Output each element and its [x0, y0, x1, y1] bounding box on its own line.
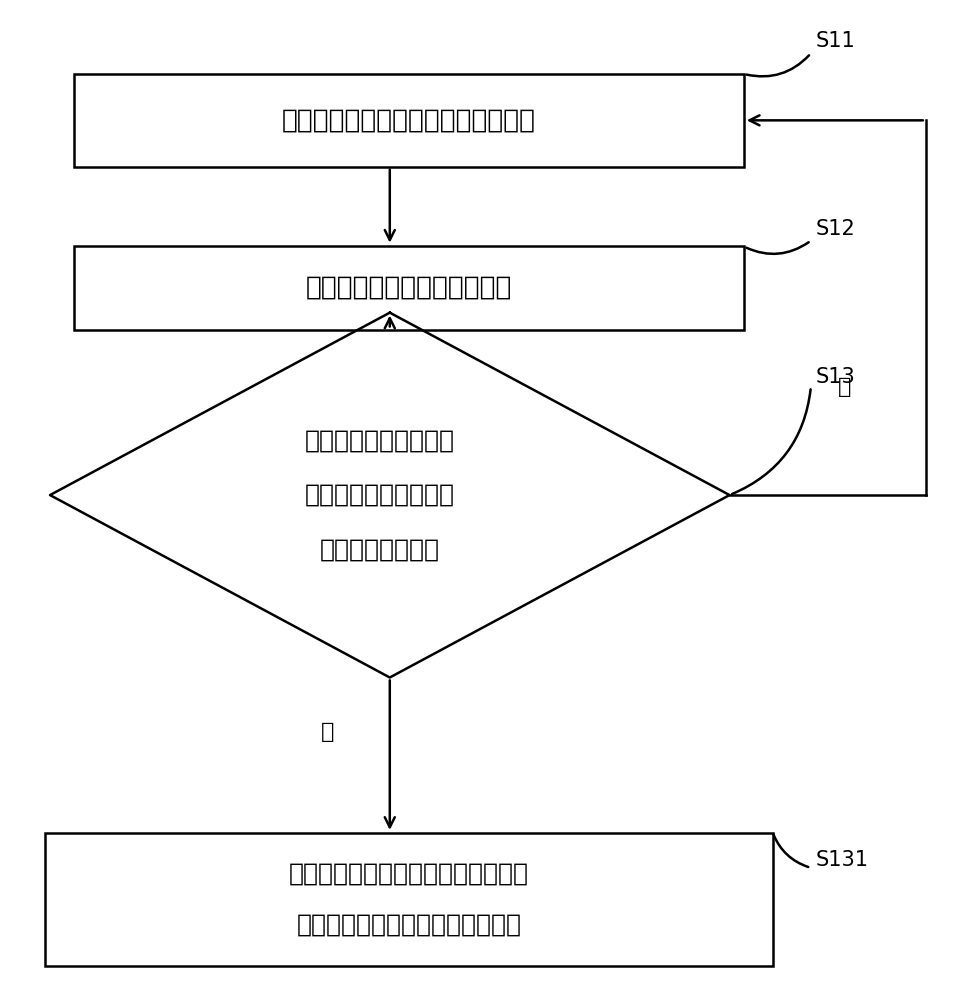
Text: S13: S13: [816, 367, 855, 387]
Text: 判断预设时段内电流数: 判断预设时段内电流数: [305, 429, 455, 453]
Bar: [74, 74, 744, 167]
Text: 计算该预设时段内采集的电流数据的: 计算该预设时段内采集的电流数据的: [289, 862, 529, 886]
Text: 采集预设时段内搅拌电机的电流数据: 采集预设时段内搅拌电机的电流数据: [282, 107, 536, 133]
Text: 否: 否: [838, 377, 852, 397]
Text: 是: 是: [320, 722, 334, 742]
Text: 流稳定值范围之内: 流稳定值范围之内: [320, 537, 440, 561]
Bar: [46, 833, 773, 966]
Text: 剔除所述电流数据中的异常值: 剔除所述电流数据中的异常值: [306, 275, 512, 301]
Text: S12: S12: [816, 219, 855, 239]
Bar: [74, 246, 744, 330]
Text: S11: S11: [816, 31, 855, 51]
Text: 平均值，将该平均值作为匀质电流: 平均值，将该平均值作为匀质电流: [296, 913, 521, 937]
Text: 据的变化是否在预设电: 据的变化是否在预设电: [305, 483, 455, 507]
Text: S131: S131: [816, 850, 869, 870]
